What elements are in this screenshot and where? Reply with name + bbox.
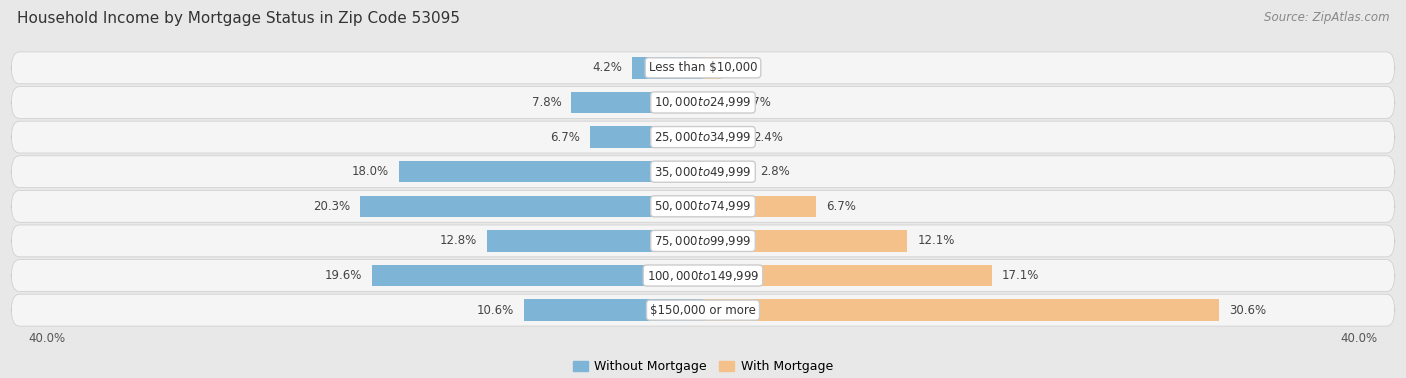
Text: $50,000 to $74,999: $50,000 to $74,999 [654,199,752,213]
FancyBboxPatch shape [11,121,1395,153]
Bar [373,265,703,286]
Text: $35,000 to $49,999: $35,000 to $49,999 [654,165,752,179]
Text: 4.2%: 4.2% [592,61,621,74]
FancyBboxPatch shape [11,225,1395,257]
Bar [703,195,815,217]
Bar [703,57,721,79]
Text: 10.6%: 10.6% [477,304,515,317]
Bar [633,57,703,79]
Bar [703,126,744,148]
Text: Household Income by Mortgage Status in Zip Code 53095: Household Income by Mortgage Status in Z… [17,11,460,26]
Text: $150,000 or more: $150,000 or more [650,304,756,317]
Text: 1.7%: 1.7% [742,96,772,109]
Text: Source: ZipAtlas.com: Source: ZipAtlas.com [1264,11,1389,24]
Bar [524,299,703,321]
Text: 6.7%: 6.7% [827,200,856,213]
Text: $75,000 to $99,999: $75,000 to $99,999 [654,234,752,248]
Bar [703,92,731,113]
Text: 1.1%: 1.1% [731,61,762,74]
Legend: Without Mortgage, With Mortgage: Without Mortgage, With Mortgage [568,355,838,378]
Text: 40.0%: 40.0% [28,332,65,345]
FancyBboxPatch shape [11,191,1395,222]
Bar [486,230,703,252]
FancyBboxPatch shape [11,294,1395,326]
Bar [703,161,751,183]
FancyBboxPatch shape [11,156,1395,187]
Bar [360,195,703,217]
Bar [703,230,907,252]
Text: 12.8%: 12.8% [440,234,477,248]
Text: 19.6%: 19.6% [325,269,363,282]
FancyBboxPatch shape [11,260,1395,291]
Text: 2.8%: 2.8% [761,165,790,178]
Text: 18.0%: 18.0% [352,165,389,178]
Text: 2.4%: 2.4% [754,130,783,144]
Bar [399,161,703,183]
Text: $10,000 to $24,999: $10,000 to $24,999 [654,96,752,110]
Text: 17.1%: 17.1% [1001,269,1039,282]
Text: 20.3%: 20.3% [314,200,350,213]
Bar [703,265,991,286]
Text: $100,000 to $149,999: $100,000 to $149,999 [647,268,759,282]
Text: 7.8%: 7.8% [531,96,561,109]
Text: 40.0%: 40.0% [1341,332,1378,345]
Text: 6.7%: 6.7% [550,130,579,144]
FancyBboxPatch shape [11,87,1395,118]
Text: Less than $10,000: Less than $10,000 [648,61,758,74]
Text: $25,000 to $34,999: $25,000 to $34,999 [654,130,752,144]
Text: 12.1%: 12.1% [917,234,955,248]
Bar [591,126,703,148]
Bar [571,92,703,113]
Text: 30.6%: 30.6% [1229,304,1267,317]
Bar [703,299,1219,321]
FancyBboxPatch shape [11,52,1395,84]
